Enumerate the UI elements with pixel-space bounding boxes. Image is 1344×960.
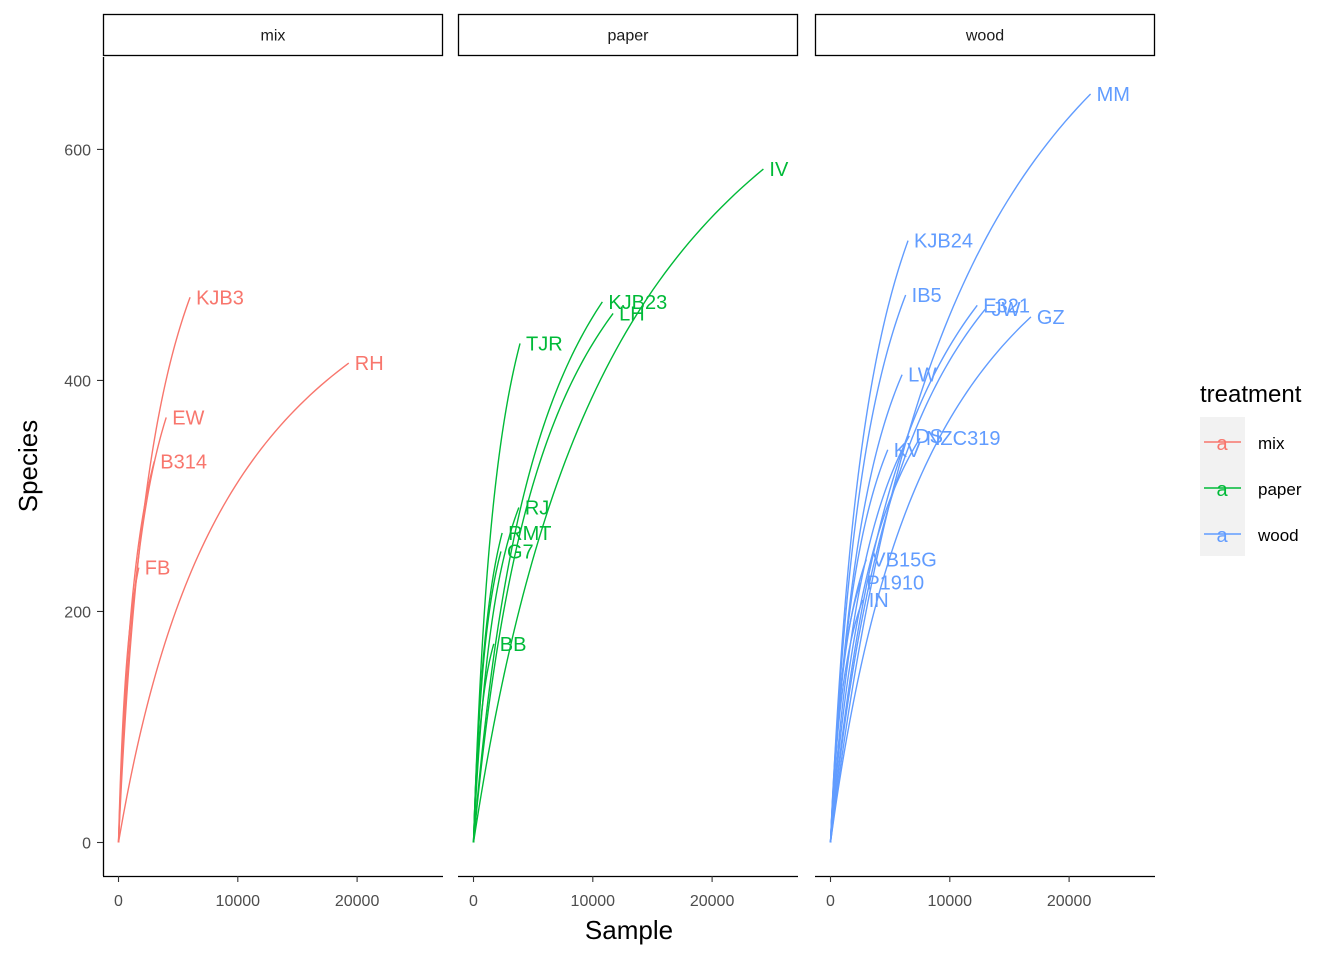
facet-strip-mix: mix xyxy=(102,13,444,57)
curve-label-gz: GZ xyxy=(1037,307,1065,329)
x-tick-label: 20000 xyxy=(1047,893,1092,910)
curve-fb xyxy=(117,567,140,843)
curve-label-vb15g: VB15G xyxy=(872,549,936,571)
curve-label-b314: B314 xyxy=(160,451,207,473)
facet-strip-label: paper xyxy=(608,28,650,45)
x-axis-title: Sample xyxy=(585,915,673,945)
legend-key-glyph: a xyxy=(1216,525,1228,547)
legend-label: paper xyxy=(1258,480,1302,499)
y-tick-label: 0 xyxy=(82,836,91,853)
curve-b314 xyxy=(117,461,155,843)
curve-label-e321: E321 xyxy=(983,295,1030,317)
curve-label-g7: G7 xyxy=(507,541,534,563)
curve-e321 xyxy=(829,304,978,843)
curve-ew xyxy=(117,417,167,843)
x-tick-label: 0 xyxy=(114,893,123,910)
legend-label: wood xyxy=(1257,526,1299,545)
curve-label-bb: BB xyxy=(500,634,527,656)
legend-key-glyph: a xyxy=(1216,479,1228,501)
curve-label-tjr: TJR xyxy=(526,333,563,355)
curve-label-ib5: IB5 xyxy=(912,285,942,307)
curve-label-rmt: RMT xyxy=(508,523,551,545)
rarefaction-curves xyxy=(117,93,1092,843)
x-tick-label: 0 xyxy=(469,893,478,910)
legend: treatment a mix a paper a wood xyxy=(1200,381,1302,556)
x-tick-label: 10000 xyxy=(216,893,261,910)
facet-strip-label: mix xyxy=(261,28,286,45)
curve-rh xyxy=(117,362,350,843)
curve-label-kjb24: KJB24 xyxy=(914,231,973,253)
facet-strip-box xyxy=(814,13,1156,57)
facet-strip-paper: paper xyxy=(457,13,799,57)
facet-strip-box xyxy=(457,13,799,57)
curve-label-rj: RJ xyxy=(525,498,549,520)
curve-label-mm: MM xyxy=(1097,84,1130,106)
legend-item-wood: a wood xyxy=(1204,525,1299,547)
curve-label-rh: RH xyxy=(355,353,384,375)
y-tick-label: 200 xyxy=(64,604,91,621)
legend-item-mix: a mix xyxy=(1204,433,1285,455)
facet-strip-label: wood xyxy=(965,28,1004,45)
curve-iv xyxy=(472,168,764,843)
curve-gz xyxy=(829,316,1032,843)
curve-mm xyxy=(829,93,1092,843)
curve-bb xyxy=(472,643,495,843)
legend-key-background xyxy=(1200,417,1245,556)
legend-label: mix xyxy=(1258,434,1285,453)
curve-label-nzc319: NZC319 xyxy=(926,428,1000,450)
curve-label-kjb23: KJB23 xyxy=(608,292,667,314)
facet-panels: mix paper wood xyxy=(102,13,1156,57)
legend-title: treatment xyxy=(1200,381,1302,408)
curve-label-lh: LH xyxy=(619,303,645,325)
x-tick-label: 20000 xyxy=(335,893,380,910)
curve-label-jw: JW xyxy=(992,299,1021,321)
facet-strip-box xyxy=(102,13,444,57)
legend-key-glyph: a xyxy=(1216,433,1228,455)
x-tick-label: 10000 xyxy=(928,893,973,910)
curve-label-fb: FB xyxy=(145,558,171,580)
x-tick-label: 10000 xyxy=(571,893,616,910)
y-tick-label: 600 xyxy=(64,142,91,159)
legend-item-paper: a paper xyxy=(1204,479,1302,501)
curve-label-kjb3: KJB3 xyxy=(196,287,244,309)
axes: 0 10000 20000 0 10000 20000 0 10000 20000 0 200 400… xyxy=(64,57,1155,910)
curve-label-p1910: P1910 xyxy=(866,573,924,595)
curve-in xyxy=(829,599,864,843)
facet-strip-wood: wood xyxy=(814,13,1156,57)
curve-label-iv: IV xyxy=(769,159,789,181)
x-tick-label: 0 xyxy=(826,893,835,910)
curve-label-kv: KV xyxy=(894,440,921,462)
curve-label-ew: EW xyxy=(172,407,204,429)
x-tick-label: 20000 xyxy=(690,893,735,910)
curve-label-ds: DS xyxy=(915,426,943,448)
curve-label-lw: LW xyxy=(908,365,937,387)
curve-lh xyxy=(472,313,614,843)
curve-label-in: IN xyxy=(869,590,889,612)
curve-kjb23 xyxy=(472,301,603,843)
y-tick-label: 400 xyxy=(64,373,91,390)
y-axis-title: Species xyxy=(13,420,43,513)
